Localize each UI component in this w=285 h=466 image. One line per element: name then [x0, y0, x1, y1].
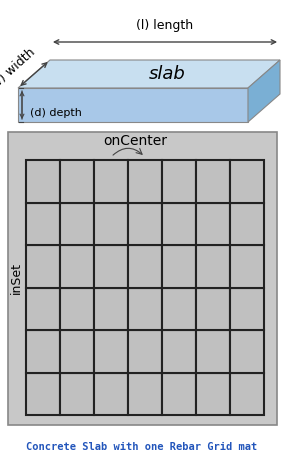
Bar	[94, 160, 128, 203]
Text: (w) width: (w) width	[0, 46, 38, 95]
Bar	[162, 245, 196, 288]
Bar	[128, 203, 162, 245]
Text: inSet: inSet	[9, 262, 23, 295]
Bar	[230, 288, 264, 330]
Bar	[162, 288, 196, 330]
Text: Concrete Slab with one Rebar Grid mat: Concrete Slab with one Rebar Grid mat	[27, 442, 258, 452]
Polygon shape	[18, 88, 248, 122]
Bar	[196, 160, 230, 203]
Bar	[60, 288, 94, 330]
Bar	[60, 245, 94, 288]
Bar	[94, 288, 128, 330]
Bar	[230, 245, 264, 288]
Bar	[162, 372, 196, 415]
Bar	[26, 288, 60, 330]
Bar	[8, 132, 277, 425]
Text: (l) length: (l) length	[137, 19, 194, 32]
Text: slab: slab	[148, 65, 185, 83]
Bar	[128, 245, 162, 288]
Polygon shape	[248, 60, 280, 122]
Bar	[128, 288, 162, 330]
Bar	[230, 330, 264, 372]
Bar	[94, 245, 128, 288]
Bar	[230, 372, 264, 415]
Bar	[26, 245, 60, 288]
Bar	[196, 330, 230, 372]
Bar	[26, 372, 60, 415]
Bar	[196, 372, 230, 415]
Bar	[60, 160, 94, 203]
Bar	[230, 203, 264, 245]
Bar	[128, 372, 162, 415]
Bar	[162, 330, 196, 372]
Bar	[60, 330, 94, 372]
Bar	[94, 203, 128, 245]
Bar	[26, 203, 60, 245]
Bar	[94, 372, 128, 415]
Bar	[94, 330, 128, 372]
Bar	[196, 245, 230, 288]
Bar	[26, 330, 60, 372]
Bar	[196, 288, 230, 330]
Polygon shape	[18, 60, 280, 88]
Bar	[128, 160, 162, 203]
Bar	[196, 203, 230, 245]
Bar	[60, 372, 94, 415]
Bar	[162, 160, 196, 203]
Bar	[162, 203, 196, 245]
Bar	[60, 203, 94, 245]
Text: (d) depth: (d) depth	[30, 108, 82, 118]
Bar	[26, 160, 60, 203]
Bar	[230, 160, 264, 203]
Bar	[128, 330, 162, 372]
Text: onCenter: onCenter	[103, 134, 167, 148]
